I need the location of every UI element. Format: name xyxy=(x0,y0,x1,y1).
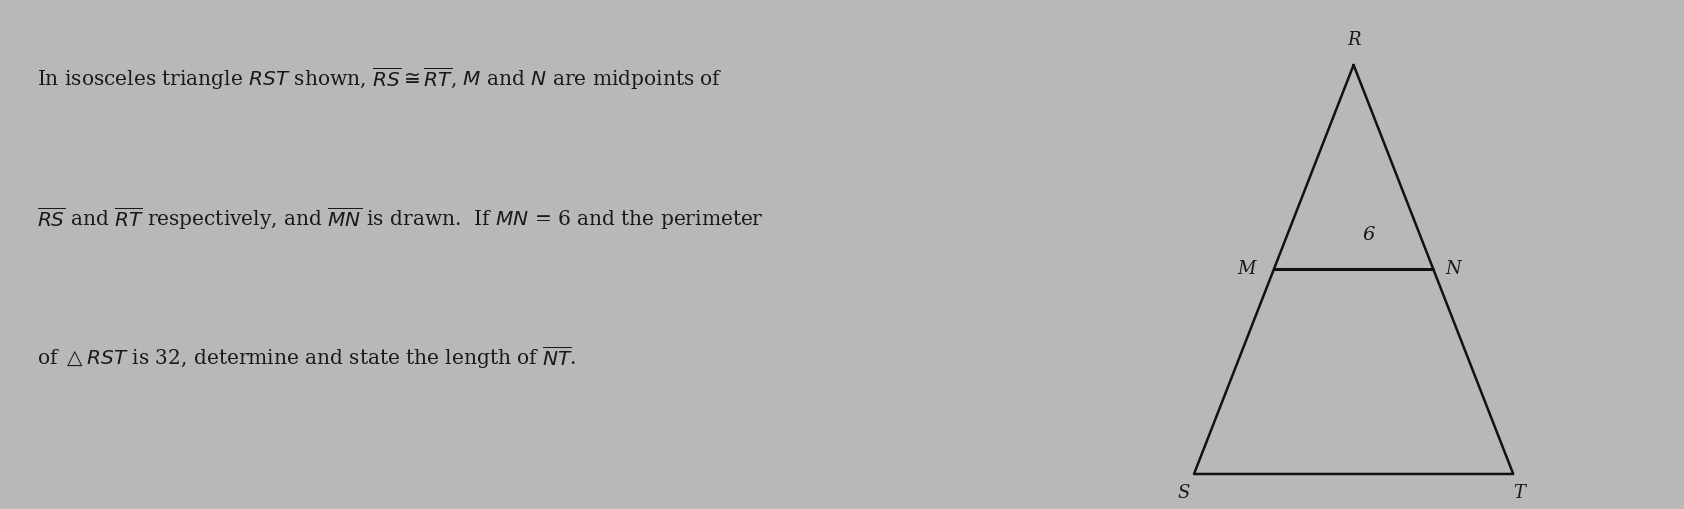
Text: N: N xyxy=(1445,261,1462,278)
Text: 6: 6 xyxy=(1362,225,1374,243)
Text: R: R xyxy=(1347,31,1361,49)
Text: S: S xyxy=(1177,484,1191,502)
Text: M: M xyxy=(1238,261,1256,278)
Text: In isosceles triangle $RST$ shown, $\overline{RS} \cong \overline{RT}$, $M$ and : In isosceles triangle $RST$ shown, $\ove… xyxy=(37,65,722,92)
Text: T: T xyxy=(1514,484,1526,502)
Text: of $\triangle RST$ is 32, determine and state the length of $\overline{NT}$.: of $\triangle RST$ is 32, determine and … xyxy=(37,344,576,371)
Text: $\overline{RS}$ and $\overline{RT}$ respectively, and $\overline{MN}$ is drawn. : $\overline{RS}$ and $\overline{RT}$ resp… xyxy=(37,205,765,232)
